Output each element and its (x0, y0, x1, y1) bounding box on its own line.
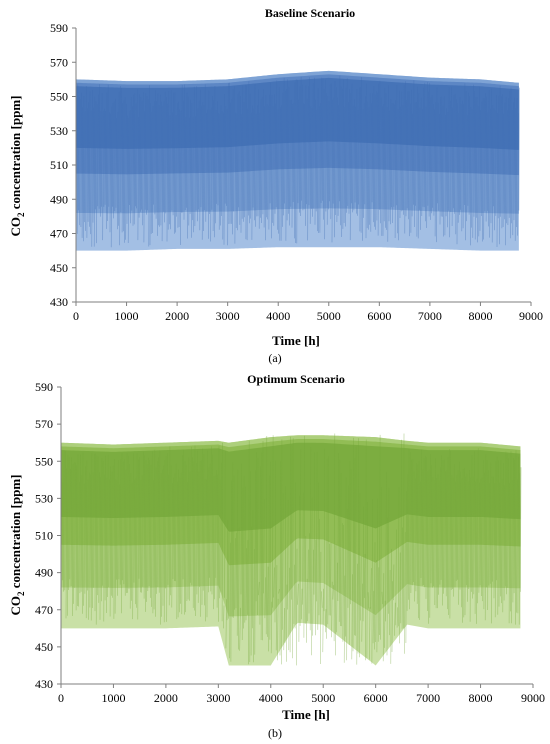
y-tick-label: 550 (35, 454, 53, 468)
y-tick-label: 450 (50, 261, 68, 275)
caption-b: (b) (268, 726, 282, 740)
x-tick-label: 5000 (317, 309, 341, 323)
x-tick-label: 6000 (367, 309, 391, 323)
x-tick-label: 0 (73, 309, 79, 323)
y-tick-labels: 430 450 470 490 510 530 550 570 590 (35, 380, 61, 691)
y-tick-label: 570 (35, 417, 53, 431)
x-tick-label: 3000 (206, 691, 230, 705)
x-tick-label: 3000 (216, 309, 240, 323)
x-tick-label: 4000 (259, 691, 283, 705)
y-tick-label: 550 (50, 90, 68, 104)
x-tick-label: 2000 (165, 309, 189, 323)
caption-a: (a) (268, 351, 281, 365)
x-tick-label: 7000 (418, 309, 442, 323)
plot-area (75, 28, 531, 303)
x-tick-label: 6000 (364, 691, 388, 705)
x-tick-label: 1000 (101, 691, 125, 705)
y-tick-label: 590 (35, 380, 53, 394)
chart-baseline: Baseline Scenario 430 450 470 490 510 530 550 5… (8, 6, 543, 365)
x-tick-label: 5000 (311, 691, 335, 705)
x-tick-labels: 0 1000 2000 3000 4000 5000 6000 7000 8000 9000 (73, 302, 543, 323)
y-axis-label: CO2 concentration [ppm] (8, 475, 26, 616)
x-tick-label: 0 (58, 691, 64, 705)
y-tick-label: 430 (35, 677, 53, 691)
y-tick-label: 510 (35, 529, 53, 543)
x-tick-label: 8000 (469, 691, 493, 705)
x-tick-label: 9000 (519, 309, 543, 323)
x-tick-label: 2000 (154, 691, 178, 705)
x-axis-label: Time [h] (282, 707, 330, 722)
x-tick-label: 4000 (266, 309, 290, 323)
y-tick-label: 430 (50, 295, 68, 309)
y-tick-label: 490 (35, 566, 53, 580)
x-tick-label: 9000 (521, 691, 545, 705)
x-tick-labels: 0 1000 2000 3000 4000 5000 6000 7000 8000 9000 (58, 684, 545, 705)
y-tick-label: 470 (50, 227, 68, 241)
y-tick-label: 470 (35, 603, 53, 617)
chart-optimum: Optimum Scenario 430 450 470 490 510 530 550 57… (8, 372, 545, 740)
y-tick-label: 570 (50, 55, 68, 69)
chart-title: Baseline Scenario (265, 6, 355, 20)
x-tick-label: 7000 (416, 691, 440, 705)
y-tick-label: 450 (35, 640, 53, 654)
y-tick-labels: 430 450 470 490 510 530 550 570 590 (50, 21, 76, 309)
y-tick-label: 530 (35, 491, 53, 505)
y-tick-label: 510 (50, 158, 68, 172)
x-axis-label: Time [h] (272, 333, 320, 348)
y-tick-label: 530 (50, 124, 68, 138)
plot-area (60, 387, 533, 685)
x-tick-label: 8000 (468, 309, 492, 323)
y-axis-label: CO2 concentration [ppm] (8, 96, 26, 237)
x-tick-label: 1000 (115, 309, 139, 323)
y-tick-label: 590 (50, 21, 68, 35)
chart-title: Optimum Scenario (247, 372, 345, 386)
y-tick-label: 490 (50, 192, 68, 206)
